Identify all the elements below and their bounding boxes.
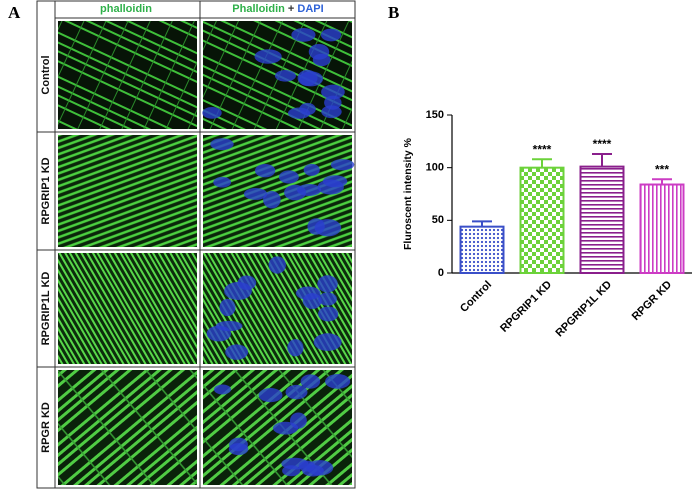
nucleus <box>295 286 321 300</box>
bar <box>639 183 685 275</box>
bar <box>459 225 505 275</box>
column-header: Phalloidin + DAPI <box>232 3 323 15</box>
header-part: Phalloidin <box>232 3 285 15</box>
nucleus <box>314 219 342 237</box>
nucleus <box>278 170 299 184</box>
row-label: RPGRIP1 KD <box>40 157 52 224</box>
nucleus <box>320 28 342 42</box>
nucleus <box>202 107 222 119</box>
micrograph <box>58 135 197 247</box>
significance: **** <box>533 142 552 156</box>
column-header: phalloidin <box>100 3 152 15</box>
bar-chart: 0 50 100 150 Fluroscent intensity % Control **… <box>402 109 692 339</box>
nucleus <box>224 282 252 300</box>
nucleus <box>243 188 268 200</box>
nucleus <box>321 84 345 100</box>
micrograph <box>58 21 197 129</box>
micrograph <box>58 370 197 485</box>
error-bar <box>532 158 552 168</box>
grid-border <box>36 0 356 489</box>
bar <box>579 165 625 274</box>
nucleus <box>296 184 322 196</box>
significance: *** <box>655 162 669 176</box>
error-bar <box>592 152 612 167</box>
panel-label: B <box>388 3 399 22</box>
nucleus <box>229 437 248 452</box>
row-label: RPGR KD <box>40 402 52 453</box>
nucleus <box>263 191 281 209</box>
bar <box>519 166 565 275</box>
y-tick-label: 0 <box>438 267 444 279</box>
nucleus <box>300 374 321 389</box>
header-part: + <box>288 3 294 15</box>
y-tick-label: 50 <box>432 214 444 226</box>
row-label: Control <box>40 55 52 94</box>
nucleus <box>219 298 236 317</box>
nucleus <box>258 388 283 403</box>
nucleus <box>330 159 355 171</box>
nucleus <box>274 70 296 82</box>
image-grid: Control RPGRIP1 KD RPGRIP1L KD RPGR KD <box>36 0 356 489</box>
nucleus <box>312 53 331 67</box>
panel-label: A <box>8 3 21 22</box>
x-tick-label: Control <box>458 279 494 315</box>
nucleus <box>322 175 348 188</box>
nucleus <box>268 256 286 274</box>
nucleus <box>287 107 311 119</box>
nucleus <box>325 374 351 389</box>
nucleus <box>321 105 342 119</box>
nucleus <box>213 176 232 188</box>
error-bar <box>652 178 672 185</box>
x-tick-label: RPGR KD <box>630 279 674 323</box>
significance: **** <box>593 137 612 151</box>
y-tick-label: 100 <box>426 162 444 174</box>
error-bar <box>472 220 492 227</box>
header-part: DAPI <box>297 3 323 15</box>
nucleus <box>210 138 234 151</box>
nucleus <box>287 339 304 357</box>
nucleus <box>303 163 320 176</box>
nucleus <box>215 320 243 332</box>
nucleus <box>285 384 308 400</box>
y-tick-label: 150 <box>426 109 444 121</box>
nucleus <box>298 71 324 87</box>
nucleus <box>225 344 249 360</box>
nucleus <box>289 412 307 429</box>
nucleus <box>318 306 339 322</box>
y-axis-label: Fluroscent intensity % <box>402 137 414 250</box>
nucleus <box>254 49 282 64</box>
x-tick-label: RPGRIP1L KD <box>554 279 615 340</box>
nucleus <box>282 465 301 477</box>
nucleus <box>313 333 342 351</box>
row-label: RPGRIP1L KD <box>40 272 52 346</box>
nucleus <box>298 460 316 472</box>
micrograph <box>58 253 197 364</box>
nucleus <box>317 275 338 293</box>
nucleus <box>214 384 232 395</box>
x-tick-label: RPGRIP1 KD <box>498 279 554 335</box>
nucleus <box>318 292 337 306</box>
nucleus <box>291 27 316 42</box>
nucleus <box>254 163 276 178</box>
